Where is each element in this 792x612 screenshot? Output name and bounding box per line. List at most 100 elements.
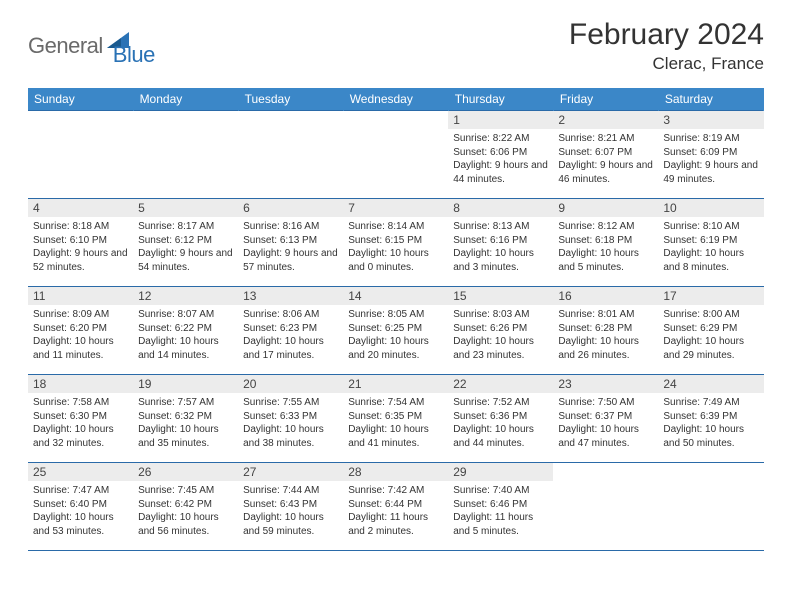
- calendar-day-cell: [28, 111, 133, 199]
- calendar-day-cell: [238, 111, 343, 199]
- day-number: 14: [343, 287, 448, 305]
- day-details: Sunrise: 7:57 AMSunset: 6:32 PMDaylight:…: [133, 393, 238, 456]
- day-number: 7: [343, 199, 448, 217]
- day-details: Sunrise: 7:42 AMSunset: 6:44 PMDaylight:…: [343, 481, 448, 544]
- day-details: Sunrise: 7:54 AMSunset: 6:35 PMDaylight:…: [343, 393, 448, 456]
- day-details: Sunrise: 8:16 AMSunset: 6:13 PMDaylight:…: [238, 217, 343, 280]
- sunrise-line: Sunrise: 8:06 AM: [243, 308, 338, 322]
- page-header: General Blue February 2024 Clerac, Franc…: [28, 18, 764, 74]
- calendar-day-cell: [133, 111, 238, 199]
- month-title: February 2024: [569, 18, 764, 52]
- daylight-line: Daylight: 9 hours and 52 minutes.: [33, 247, 128, 274]
- weekday-header: Friday: [553, 88, 658, 111]
- calendar-week-row: 1Sunrise: 8:22 AMSunset: 6:06 PMDaylight…: [28, 111, 764, 199]
- weekday-header-row: Sunday Monday Tuesday Wednesday Thursday…: [28, 88, 764, 111]
- day-number: 19: [133, 375, 238, 393]
- day-number: 13: [238, 287, 343, 305]
- daylight-line: Daylight: 10 hours and 29 minutes.: [663, 335, 758, 362]
- daylight-line: Daylight: 10 hours and 17 minutes.: [243, 335, 338, 362]
- sunset-line: Sunset: 6:19 PM: [663, 234, 758, 248]
- day-number: 12: [133, 287, 238, 305]
- day-number: 10: [658, 199, 763, 217]
- calendar-day-cell: 27Sunrise: 7:44 AMSunset: 6:43 PMDayligh…: [238, 463, 343, 551]
- calendar-day-cell: 9Sunrise: 8:12 AMSunset: 6:18 PMDaylight…: [553, 199, 658, 287]
- calendar-day-cell: 1Sunrise: 8:22 AMSunset: 6:06 PMDaylight…: [448, 111, 553, 199]
- sunset-line: Sunset: 6:42 PM: [138, 498, 233, 512]
- daylight-line: Daylight: 10 hours and 56 minutes.: [138, 511, 233, 538]
- sunrise-line: Sunrise: 7:49 AM: [663, 396, 758, 410]
- day-details: Sunrise: 8:03 AMSunset: 6:26 PMDaylight:…: [448, 305, 553, 368]
- sunrise-line: Sunrise: 8:16 AM: [243, 220, 338, 234]
- day-details: Sunrise: 7:45 AMSunset: 6:42 PMDaylight:…: [133, 481, 238, 544]
- weekday-header: Wednesday: [343, 88, 448, 111]
- day-number: 26: [133, 463, 238, 481]
- calendar-day-cell: 18Sunrise: 7:58 AMSunset: 6:30 PMDayligh…: [28, 375, 133, 463]
- day-number: 9: [553, 199, 658, 217]
- calendar-day-cell: 10Sunrise: 8:10 AMSunset: 6:19 PMDayligh…: [658, 199, 763, 287]
- day-number: 17: [658, 287, 763, 305]
- calendar-day-cell: 22Sunrise: 7:52 AMSunset: 6:36 PMDayligh…: [448, 375, 553, 463]
- sunset-line: Sunset: 6:26 PM: [453, 322, 548, 336]
- sunset-line: Sunset: 6:43 PM: [243, 498, 338, 512]
- daylight-line: Daylight: 10 hours and 3 minutes.: [453, 247, 548, 274]
- day-details: Sunrise: 8:07 AMSunset: 6:22 PMDaylight:…: [133, 305, 238, 368]
- calendar-week-row: 18Sunrise: 7:58 AMSunset: 6:30 PMDayligh…: [28, 375, 764, 463]
- day-details: Sunrise: 8:13 AMSunset: 6:16 PMDaylight:…: [448, 217, 553, 280]
- sunset-line: Sunset: 6:44 PM: [348, 498, 443, 512]
- day-number: 8: [448, 199, 553, 217]
- sunset-line: Sunset: 6:09 PM: [663, 146, 758, 160]
- calendar-day-cell: 21Sunrise: 7:54 AMSunset: 6:35 PMDayligh…: [343, 375, 448, 463]
- sunset-line: Sunset: 6:23 PM: [243, 322, 338, 336]
- sunset-line: Sunset: 6:30 PM: [33, 410, 128, 424]
- day-details: Sunrise: 8:01 AMSunset: 6:28 PMDaylight:…: [553, 305, 658, 368]
- calendar-day-cell: 24Sunrise: 7:49 AMSunset: 6:39 PMDayligh…: [658, 375, 763, 463]
- calendar-day-cell: 13Sunrise: 8:06 AMSunset: 6:23 PMDayligh…: [238, 287, 343, 375]
- day-number: 29: [448, 463, 553, 481]
- calendar-day-cell: [553, 463, 658, 551]
- calendar-day-cell: [658, 463, 763, 551]
- calendar-day-cell: 17Sunrise: 8:00 AMSunset: 6:29 PMDayligh…: [658, 287, 763, 375]
- daylight-line: Daylight: 9 hours and 44 minutes.: [453, 159, 548, 186]
- sunset-line: Sunset: 6:25 PM: [348, 322, 443, 336]
- day-details: Sunrise: 7:50 AMSunset: 6:37 PMDaylight:…: [553, 393, 658, 456]
- day-number: 28: [343, 463, 448, 481]
- weekday-header: Thursday: [448, 88, 553, 111]
- day-number: 27: [238, 463, 343, 481]
- day-number: 16: [553, 287, 658, 305]
- day-details: Sunrise: 8:10 AMSunset: 6:19 PMDaylight:…: [658, 217, 763, 280]
- sunset-line: Sunset: 6:16 PM: [453, 234, 548, 248]
- day-details: Sunrise: 8:17 AMSunset: 6:12 PMDaylight:…: [133, 217, 238, 280]
- sunset-line: Sunset: 6:18 PM: [558, 234, 653, 248]
- day-details: Sunrise: 8:06 AMSunset: 6:23 PMDaylight:…: [238, 305, 343, 368]
- sunrise-line: Sunrise: 7:54 AM: [348, 396, 443, 410]
- weekday-header: Sunday: [28, 88, 133, 111]
- calendar-day-cell: 5Sunrise: 8:17 AMSunset: 6:12 PMDaylight…: [133, 199, 238, 287]
- daylight-line: Daylight: 10 hours and 44 minutes.: [453, 423, 548, 450]
- calendar-week-row: 4Sunrise: 8:18 AMSunset: 6:10 PMDaylight…: [28, 199, 764, 287]
- sunrise-line: Sunrise: 8:00 AM: [663, 308, 758, 322]
- day-details: Sunrise: 7:49 AMSunset: 6:39 PMDaylight:…: [658, 393, 763, 456]
- calendar-day-cell: 25Sunrise: 7:47 AMSunset: 6:40 PMDayligh…: [28, 463, 133, 551]
- day-details: Sunrise: 7:44 AMSunset: 6:43 PMDaylight:…: [238, 481, 343, 544]
- daylight-line: Daylight: 10 hours and 41 minutes.: [348, 423, 443, 450]
- daylight-line: Daylight: 9 hours and 57 minutes.: [243, 247, 338, 274]
- sunset-line: Sunset: 6:33 PM: [243, 410, 338, 424]
- sunrise-line: Sunrise: 8:12 AM: [558, 220, 653, 234]
- sunset-line: Sunset: 6:10 PM: [33, 234, 128, 248]
- sunrise-line: Sunrise: 7:55 AM: [243, 396, 338, 410]
- logo-text-blue: Blue: [113, 42, 155, 68]
- sunrise-line: Sunrise: 8:13 AM: [453, 220, 548, 234]
- sunset-line: Sunset: 6:07 PM: [558, 146, 653, 160]
- day-details: Sunrise: 7:55 AMSunset: 6:33 PMDaylight:…: [238, 393, 343, 456]
- logo: General Blue: [28, 18, 155, 68]
- weekday-header: Tuesday: [238, 88, 343, 111]
- day-number: 23: [553, 375, 658, 393]
- calendar-day-cell: 23Sunrise: 7:50 AMSunset: 6:37 PMDayligh…: [553, 375, 658, 463]
- day-details: Sunrise: 8:22 AMSunset: 6:06 PMDaylight:…: [448, 129, 553, 192]
- sunset-line: Sunset: 6:37 PM: [558, 410, 653, 424]
- daylight-line: Daylight: 10 hours and 11 minutes.: [33, 335, 128, 362]
- daylight-line: Daylight: 11 hours and 2 minutes.: [348, 511, 443, 538]
- day-details: Sunrise: 8:18 AMSunset: 6:10 PMDaylight:…: [28, 217, 133, 280]
- daylight-line: Daylight: 10 hours and 32 minutes.: [33, 423, 128, 450]
- sunrise-line: Sunrise: 7:40 AM: [453, 484, 548, 498]
